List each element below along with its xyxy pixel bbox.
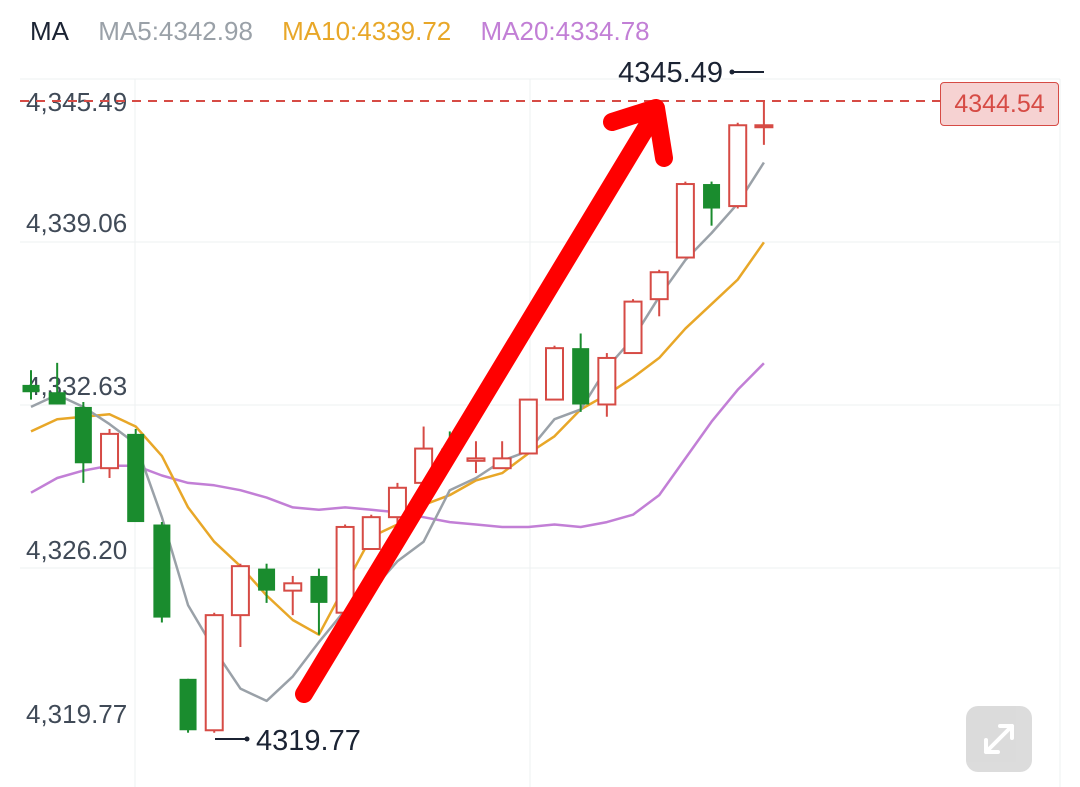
candle-body: [518, 398, 538, 455]
expand-button[interactable]: [966, 706, 1032, 772]
last-price-label: 4344.54: [940, 82, 1059, 126]
y-tick-label: 4,326.20: [26, 535, 127, 565]
candle-down: [48, 362, 66, 405]
candle-down: [74, 402, 92, 483]
ma-legend: MA MA5:4342.98 MA10:4339.72 MA20:4334.78: [30, 16, 672, 47]
candle-body: [572, 348, 590, 405]
candle-up: [283, 575, 303, 616]
candle-down: [127, 428, 145, 523]
candle-down: [258, 563, 276, 603]
candle-up: [361, 514, 381, 551]
candle-body: [153, 524, 171, 618]
trend-arrow-shaft: [295, 109, 661, 703]
expand-arrows-icon: [984, 724, 1014, 754]
chart-grid: [20, 78, 1061, 787]
candle-body: [74, 406, 92, 464]
trend-arrow: [295, 99, 673, 703]
candle-up: [230, 563, 250, 647]
candle-up: [387, 482, 407, 532]
candle-body: [258, 568, 276, 591]
candle-up: [335, 524, 355, 616]
price-annotations: 4345.49 4319.77: [215, 57, 764, 757]
y-axis-ticks: 4,345.49 4,339.06 4,332.63 4,326.20 4,31…: [26, 87, 127, 729]
candle-body: [283, 582, 303, 592]
candle-up: [728, 122, 748, 209]
candle-body: [623, 300, 643, 355]
y-tick-label: 4,319.77: [26, 699, 127, 729]
candle-body: [545, 347, 564, 401]
candle-body: [754, 124, 774, 129]
candle-up: [466, 441, 486, 474]
y-tick-label: 4,339.06: [26, 208, 127, 238]
candle-up: [204, 612, 224, 733]
candle-body: [597, 356, 617, 406]
low-annotation: 4319.77: [256, 725, 361, 757]
candle-up: [754, 100, 774, 145]
candle-body: [100, 432, 120, 470]
candle-body: [230, 565, 250, 617]
candle-body: [703, 184, 721, 209]
candle-body: [466, 457, 486, 462]
candle-down: [310, 568, 328, 635]
candle-up: [649, 269, 669, 317]
trend-arrow-head: [603, 99, 673, 167]
low-marker-dot: [244, 736, 250, 742]
candle-body: [492, 457, 512, 470]
candle-body: [310, 575, 328, 603]
moving-average-lines: [30, 161, 765, 703]
candle-down: [22, 370, 40, 400]
high-marker-dot: [729, 69, 735, 75]
candle-body: [675, 183, 695, 259]
candle-down: [153, 522, 171, 623]
legend-title[interactable]: MA: [30, 16, 69, 46]
candle-down: [572, 333, 590, 412]
candle-up: [623, 299, 643, 355]
candle-up: [545, 345, 564, 401]
candle-body: [204, 614, 224, 732]
candle-body: [179, 678, 197, 731]
candle-body: [649, 271, 669, 301]
candle-body: [127, 433, 145, 523]
legend-ma20: MA20:4334.78: [480, 16, 650, 46]
candle-up: [492, 441, 512, 470]
candle-down: [703, 181, 721, 226]
candle-body: [48, 392, 66, 405]
candle-up: [518, 398, 538, 455]
candle-up: [675, 181, 695, 259]
high-annotation: 4345.49: [618, 57, 723, 89]
candle-up: [597, 353, 617, 417]
legend-ma10: MA10:4339.72: [282, 16, 452, 46]
candles: [22, 100, 774, 733]
candle-up: [100, 428, 120, 478]
legend-ma5: MA5:4342.98: [98, 16, 253, 46]
y-tick-label: 4,332.63: [26, 371, 127, 401]
candle-body: [387, 486, 407, 519]
candle-body: [361, 516, 381, 551]
candle-body: [728, 124, 748, 208]
candle-body: [22, 384, 40, 393]
candle-down: [179, 678, 197, 733]
